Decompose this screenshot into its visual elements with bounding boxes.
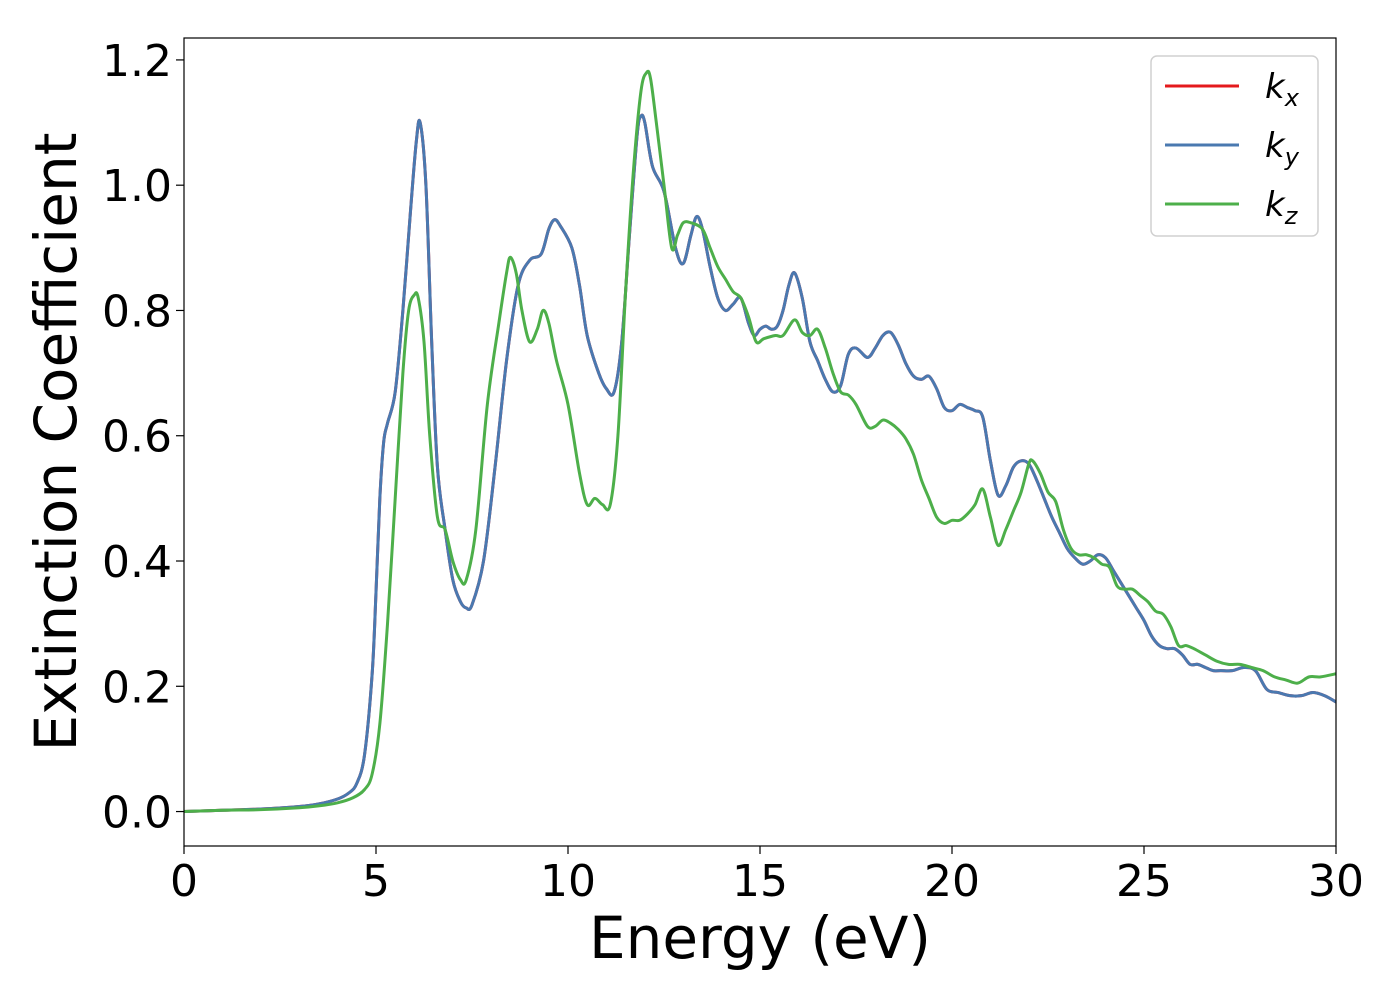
x-tick-label: 0 [170, 856, 198, 907]
y-tick-label: 1.0 [102, 161, 172, 212]
y-axis-label: Extinction Coefficient [22, 133, 90, 752]
x-tick-label: 20 [924, 856, 980, 907]
legend-label-base: k [1265, 67, 1286, 107]
x-tick-label: 25 [1116, 856, 1172, 907]
legend-item: ky [1165, 126, 1300, 171]
legend-label-base: k [1265, 126, 1286, 166]
legend-label-ky: ky [1265, 126, 1300, 171]
legend-label-subscript: x [1284, 84, 1300, 112]
x-axis-ticks: 0 5 10 15 20 25 30 [170, 846, 1364, 907]
legend-label-kz: kz [1265, 185, 1299, 230]
legend-item: kz [1165, 185, 1299, 230]
y-tick-label: 0.4 [102, 537, 172, 588]
plot-lines [184, 69, 1336, 814]
x-tick-label: 10 [540, 856, 596, 907]
y-tick-label: 0.6 [102, 412, 172, 463]
series-line-kz [184, 69, 1336, 814]
y-tick-label: 0.8 [102, 286, 172, 337]
y-tick-label: 0.0 [102, 788, 172, 839]
x-axis-label: Energy (eV) [589, 904, 931, 972]
x-tick-label: 15 [732, 856, 788, 907]
legend-label-subscript: y [1284, 143, 1300, 171]
y-axis-ticks: 0.0 0.2 0.4 0.6 0.8 1.0 1.2 [102, 36, 184, 839]
legend-label-base: k [1265, 185, 1286, 225]
x-tick-label: 5 [362, 856, 390, 907]
plot-frame [183, 37, 1337, 847]
y-tick-label: 0.2 [102, 662, 172, 713]
x-tick-label: 30 [1308, 856, 1364, 907]
legend-item: kx [1165, 67, 1300, 112]
legend-label-kx: kx [1265, 67, 1300, 112]
legend-label-subscript: z [1284, 202, 1299, 230]
y-tick-label: 1.2 [102, 36, 172, 87]
